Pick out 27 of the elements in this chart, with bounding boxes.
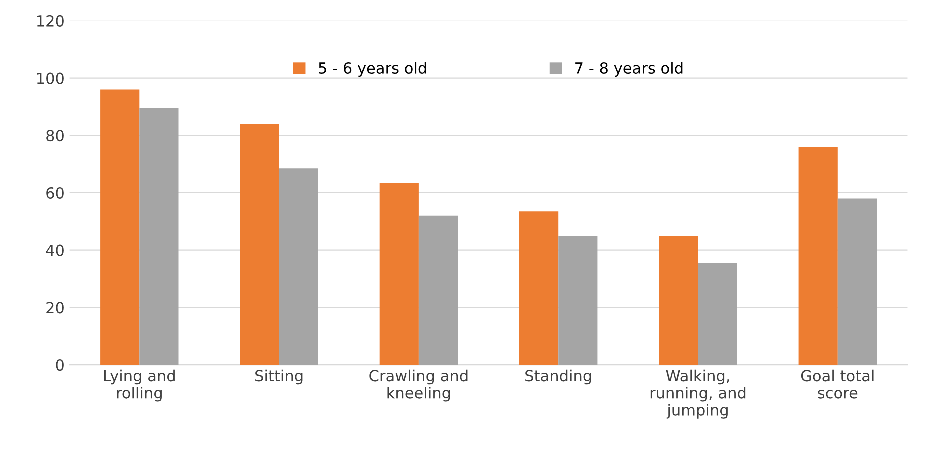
bar bbox=[380, 182, 419, 366]
legend-label: 5 - 6 years old bbox=[319, 62, 426, 77]
x-tick-label: Goal total score bbox=[801, 370, 874, 399]
x-tick-label: Crawling and kneeling bbox=[370, 370, 468, 402]
bar bbox=[698, 263, 738, 366]
legend-label: 7 - 8 years old bbox=[576, 62, 683, 77]
y-tick-label: 120 bbox=[37, 15, 64, 27]
bar bbox=[100, 90, 140, 366]
y-tick-label: 40 bbox=[46, 244, 64, 256]
y-tick-label: 100 bbox=[37, 72, 64, 84]
bar bbox=[520, 212, 559, 366]
x-tick-label: Sitting bbox=[256, 370, 303, 385]
bar bbox=[240, 124, 280, 366]
y-tick-label: 80 bbox=[46, 130, 64, 142]
bar bbox=[558, 236, 598, 366]
bar bbox=[279, 168, 318, 366]
y-tick-label: 0 bbox=[56, 359, 64, 372]
x-tick-label: Walking, running, and jumping bbox=[650, 370, 746, 419]
y-tick-label: 60 bbox=[46, 187, 64, 199]
x-tick-label: Lying and rolling bbox=[104, 370, 175, 402]
x-tick-label: Standing bbox=[526, 370, 592, 385]
bar bbox=[140, 108, 179, 366]
bar bbox=[798, 147, 838, 366]
bar bbox=[659, 236, 698, 366]
bar bbox=[418, 216, 458, 366]
y-tick-label: 20 bbox=[46, 302, 64, 314]
bar bbox=[838, 198, 877, 366]
